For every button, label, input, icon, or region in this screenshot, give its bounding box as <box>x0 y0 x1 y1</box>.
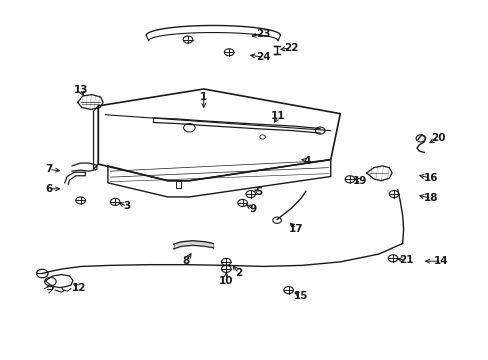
Text: 15: 15 <box>293 291 307 301</box>
Text: 20: 20 <box>430 133 445 143</box>
Text: 11: 11 <box>270 112 285 121</box>
Text: 17: 17 <box>288 224 303 234</box>
Text: 9: 9 <box>249 204 256 214</box>
Text: 18: 18 <box>423 193 438 203</box>
Text: 6: 6 <box>45 184 53 194</box>
Text: 3: 3 <box>123 202 130 211</box>
Text: 16: 16 <box>423 173 438 183</box>
Text: 21: 21 <box>398 256 413 265</box>
Text: 19: 19 <box>352 176 367 186</box>
Text: 2: 2 <box>235 269 242 279</box>
Text: 8: 8 <box>182 256 189 266</box>
Text: 10: 10 <box>219 275 233 285</box>
Text: 5: 5 <box>255 187 262 197</box>
Text: 1: 1 <box>200 92 207 102</box>
Text: 7: 7 <box>45 165 53 174</box>
Text: 22: 22 <box>284 43 298 53</box>
Text: 12: 12 <box>72 283 86 293</box>
Text: 23: 23 <box>256 28 270 39</box>
Text: 14: 14 <box>433 256 447 266</box>
Text: 24: 24 <box>256 52 270 62</box>
Text: 13: 13 <box>73 85 88 95</box>
Text: 4: 4 <box>303 156 310 166</box>
